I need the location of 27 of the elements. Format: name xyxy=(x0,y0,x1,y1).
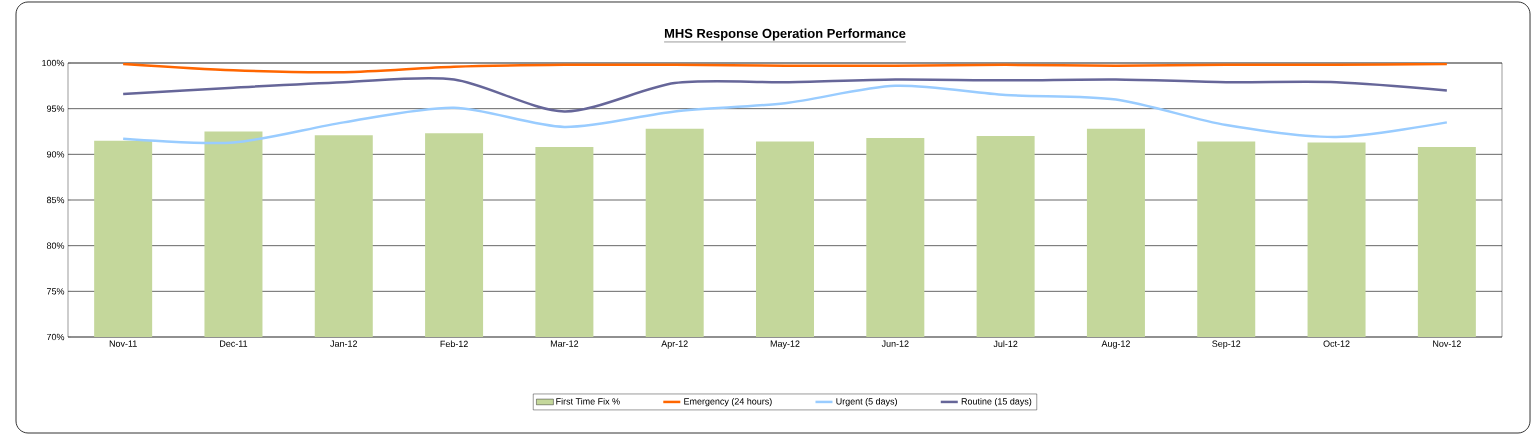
legend-label: Urgent (5 days) xyxy=(836,397,897,407)
x-tick-label: Oct-12 xyxy=(1323,340,1350,347)
x-tick-label: Feb-12 xyxy=(440,340,468,348)
y-tick-label: 90% xyxy=(46,151,65,158)
y-tick-label: 70% xyxy=(46,333,65,341)
x-tick-label: May-12 xyxy=(770,340,800,349)
legend-label: First Time Fix % xyxy=(556,397,620,405)
y-tick-label: 85% xyxy=(46,196,65,204)
x-tick-label: Jan-12 xyxy=(330,340,358,347)
x-tick-label: Mar-12 xyxy=(550,340,579,347)
line-series xyxy=(121,84,1449,145)
legend-label: Routine (15 days) xyxy=(961,397,1032,407)
legend-label: Emergency (24 hours) xyxy=(684,397,772,407)
x-tick-label: Jun-12 xyxy=(881,340,909,347)
x-tick-label: Sep-12 xyxy=(1212,340,1241,349)
y-tick-label: 75% xyxy=(46,288,65,295)
x-tick-label: Apr-12 xyxy=(661,340,688,349)
y-tick-label: 95% xyxy=(46,105,65,112)
y-tick-label: 80% xyxy=(46,242,65,249)
line-series xyxy=(121,63,1449,74)
x-tick-label: Aug-12 xyxy=(1101,340,1130,349)
x-tick-label: Jul-12 xyxy=(993,340,1018,348)
x-tick-label: Nov-11 xyxy=(109,340,137,347)
y-tick-label: 100% xyxy=(42,59,65,67)
chart-title: MHS Response Operation Performance xyxy=(664,28,906,41)
x-tick-label: Dec-11 xyxy=(220,340,248,347)
x-tick-label: Nov-12 xyxy=(1433,340,1461,347)
